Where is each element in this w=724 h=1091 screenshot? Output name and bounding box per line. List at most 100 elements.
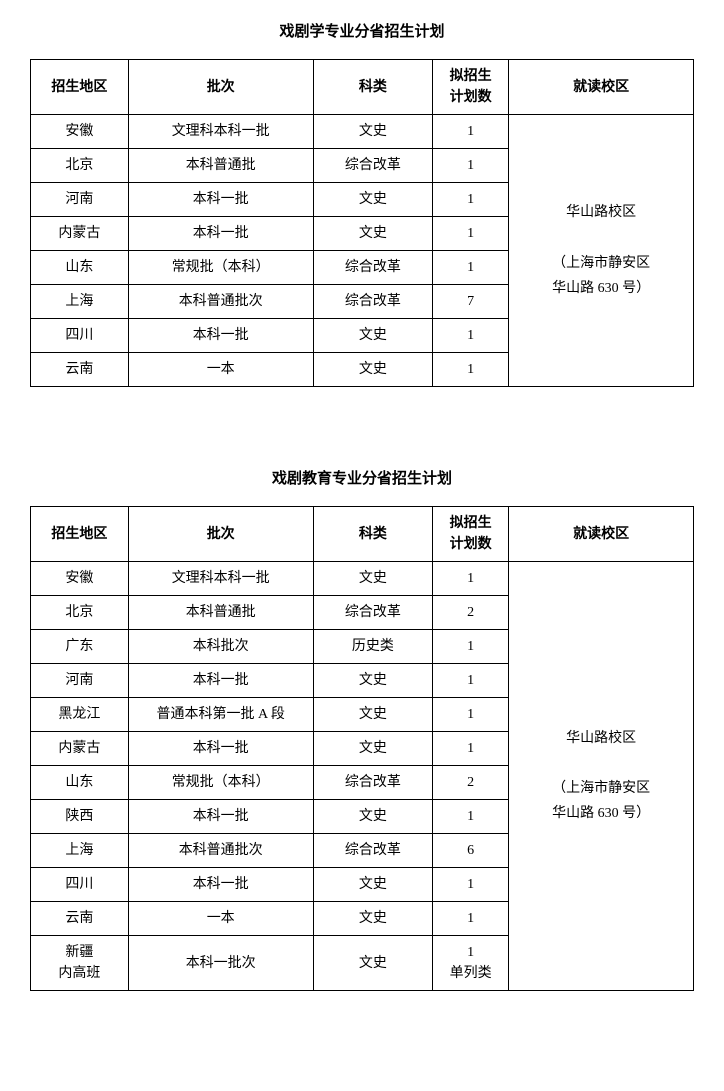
table2-header-campus: 就读校区 <box>509 507 694 562</box>
cell-region: 山东 <box>31 766 129 800</box>
table2-title: 戏剧教育专业分省招生计划 <box>30 467 694 488</box>
cell-plan: 1 <box>433 353 509 387</box>
cell-batch: 普通本科第一批 A 段 <box>128 698 313 732</box>
cell-batch: 本科普通批 <box>128 596 313 630</box>
cell-region: 云南 <box>31 353 129 387</box>
admissions-table-2: 戏剧教育专业分省招生计划 招生地区 批次 科类 拟招生计划数 就读校区 安徽文理… <box>30 467 694 991</box>
cell-region: 陕西 <box>31 800 129 834</box>
cell-batch: 本科一批 <box>128 319 313 353</box>
cell-region: 云南 <box>31 902 129 936</box>
cell-batch: 一本 <box>128 902 313 936</box>
cell-batch: 本科普通批次 <box>128 834 313 868</box>
cell-batch: 文理科本科一批 <box>128 115 313 149</box>
table2-header-row: 招生地区 批次 科类 拟招生计划数 就读校区 <box>31 507 694 562</box>
table1-header-category: 科类 <box>313 60 433 115</box>
cell-batch: 本科一批 <box>128 868 313 902</box>
cell-category: 文史 <box>313 902 433 936</box>
cell-region: 北京 <box>31 596 129 630</box>
cell-category: 综合改革 <box>313 149 433 183</box>
cell-plan: 1 <box>433 149 509 183</box>
cell-region: 山东 <box>31 251 129 285</box>
cell-region: 广东 <box>31 630 129 664</box>
table2-header-batch: 批次 <box>128 507 313 562</box>
table2-header-category: 科类 <box>313 507 433 562</box>
cell-category: 文史 <box>313 217 433 251</box>
admissions-table-1: 戏剧学专业分省招生计划 招生地区 批次 科类 拟招生计划数 就读校区 安徽文理科… <box>30 20 694 387</box>
cell-plan: 6 <box>433 834 509 868</box>
cell-batch: 文理科本科一批 <box>128 562 313 596</box>
cell-plan: 1 <box>433 698 509 732</box>
cell-plan: 2 <box>433 766 509 800</box>
cell-category: 文史 <box>313 732 433 766</box>
cell-campus: 华山路校区（上海市静安区华山路 630 号） <box>509 115 694 387</box>
cell-batch: 本科一批 <box>128 217 313 251</box>
table1: 招生地区 批次 科类 拟招生计划数 就读校区 安徽文理科本科一批文史1华山路校区… <box>30 59 694 387</box>
table1-header-campus: 就读校区 <box>509 60 694 115</box>
cell-batch: 本科批次 <box>128 630 313 664</box>
cell-region: 安徽 <box>31 115 129 149</box>
cell-plan: 1单列类 <box>433 936 509 991</box>
cell-plan: 2 <box>433 596 509 630</box>
cell-category: 文史 <box>313 562 433 596</box>
table1-header-batch: 批次 <box>128 60 313 115</box>
cell-batch: 一本 <box>128 353 313 387</box>
table2: 招生地区 批次 科类 拟招生计划数 就读校区 安徽文理科本科一批文史1华山路校区… <box>30 506 694 991</box>
cell-category: 历史类 <box>313 630 433 664</box>
cell-category: 综合改革 <box>313 251 433 285</box>
table1-header-plan: 拟招生计划数 <box>433 60 509 115</box>
cell-category: 文史 <box>313 664 433 698</box>
cell-plan: 1 <box>433 630 509 664</box>
cell-batch: 本科普通批次 <box>128 285 313 319</box>
table-row: 安徽文理科本科一批文史1华山路校区（上海市静安区华山路 630 号） <box>31 115 694 149</box>
cell-plan: 1 <box>433 868 509 902</box>
cell-region: 上海 <box>31 834 129 868</box>
cell-category: 综合改革 <box>313 766 433 800</box>
cell-batch: 本科一批次 <box>128 936 313 991</box>
cell-batch: 本科一批 <box>128 664 313 698</box>
cell-region: 北京 <box>31 149 129 183</box>
cell-plan: 1 <box>433 664 509 698</box>
cell-region: 新疆内高班 <box>31 936 129 991</box>
table1-header-row: 招生地区 批次 科类 拟招生计划数 就读校区 <box>31 60 694 115</box>
cell-category: 文史 <box>313 353 433 387</box>
table2-header-region: 招生地区 <box>31 507 129 562</box>
cell-plan: 1 <box>433 319 509 353</box>
cell-region: 四川 <box>31 319 129 353</box>
cell-batch: 本科一批 <box>128 732 313 766</box>
cell-category: 文史 <box>313 698 433 732</box>
cell-plan: 7 <box>433 285 509 319</box>
cell-region: 河南 <box>31 183 129 217</box>
cell-category: 文史 <box>313 319 433 353</box>
cell-campus: 华山路校区（上海市静安区华山路 630 号） <box>509 562 694 991</box>
cell-batch: 本科一批 <box>128 183 313 217</box>
table-row: 安徽文理科本科一批文史1华山路校区（上海市静安区华山路 630 号） <box>31 562 694 596</box>
cell-plan: 1 <box>433 251 509 285</box>
cell-batch: 本科普通批 <box>128 149 313 183</box>
cell-category: 综合改革 <box>313 285 433 319</box>
cell-plan: 1 <box>433 115 509 149</box>
cell-category: 文史 <box>313 868 433 902</box>
cell-region: 黑龙江 <box>31 698 129 732</box>
cell-region: 四川 <box>31 868 129 902</box>
table2-header-plan: 拟招生计划数 <box>433 507 509 562</box>
cell-region: 上海 <box>31 285 129 319</box>
cell-region: 内蒙古 <box>31 732 129 766</box>
cell-category: 文史 <box>313 115 433 149</box>
cell-category: 文史 <box>313 936 433 991</box>
cell-batch: 常规批（本科） <box>128 251 313 285</box>
cell-category: 综合改革 <box>313 834 433 868</box>
cell-plan: 1 <box>433 562 509 596</box>
cell-plan: 1 <box>433 902 509 936</box>
cell-plan: 1 <box>433 732 509 766</box>
cell-category: 综合改革 <box>313 596 433 630</box>
table1-header-region: 招生地区 <box>31 60 129 115</box>
cell-category: 文史 <box>313 800 433 834</box>
cell-plan: 1 <box>433 800 509 834</box>
cell-plan: 1 <box>433 183 509 217</box>
cell-region: 河南 <box>31 664 129 698</box>
cell-batch: 本科一批 <box>128 800 313 834</box>
cell-region: 内蒙古 <box>31 217 129 251</box>
cell-category: 文史 <box>313 183 433 217</box>
table1-title: 戏剧学专业分省招生计划 <box>30 20 694 41</box>
cell-region: 安徽 <box>31 562 129 596</box>
